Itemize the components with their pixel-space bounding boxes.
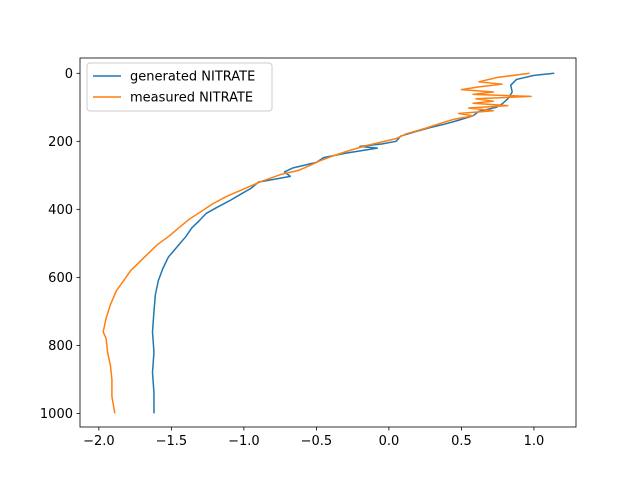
legend-box xyxy=(86,62,273,112)
x-tick-label: −0.5 xyxy=(301,434,333,449)
x-tick-label: −1.0 xyxy=(228,434,260,449)
legend-label-1: measured NITRATE xyxy=(130,91,253,106)
x-tick-label: 1.0 xyxy=(524,434,545,449)
plot-area xyxy=(80,58,576,427)
series-layer xyxy=(102,72,555,414)
legend: generated NITRATE measured NITRATE xyxy=(86,62,273,112)
series-line-1 xyxy=(102,72,532,414)
axes-frame xyxy=(79,57,577,428)
axes-layer: −2.0 −1.5 −1.0 −0.5 0.0 0.5 1.0 0 200 400 600 800 10… xyxy=(40,57,577,449)
x-tick-label: −2.0 xyxy=(83,434,115,449)
y-tick-label: 600 xyxy=(48,271,73,286)
legend-label-0: generated NITRATE xyxy=(130,70,255,85)
y-tick-label: 1000 xyxy=(40,407,73,422)
y-tick-label: 0 xyxy=(65,67,73,82)
x-tick-label: 0.0 xyxy=(379,434,400,449)
y-tick-label: 200 xyxy=(48,135,73,150)
series-line-0 xyxy=(151,72,555,414)
x-tick-label: −1.5 xyxy=(156,434,188,449)
y-tick-label: 800 xyxy=(48,339,73,354)
y-tick-label: 400 xyxy=(48,203,73,218)
x-tick-label: 0.5 xyxy=(451,434,472,449)
plot-background xyxy=(80,58,576,427)
